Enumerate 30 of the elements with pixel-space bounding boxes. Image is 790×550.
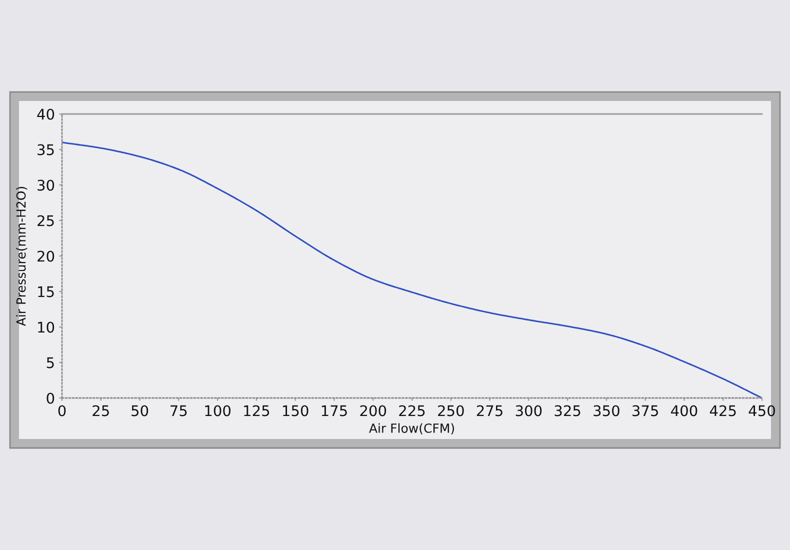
x-tick-label: 125: [244, 405, 270, 416]
y-tick-label: 20: [38, 250, 54, 262]
x-tick-label: 350: [594, 405, 620, 416]
x-tick-label: 325: [554, 405, 580, 416]
y-tick-label: 15: [38, 286, 54, 298]
x-tick-label: 425: [710, 405, 736, 416]
y-tick-label: 30: [38, 180, 54, 191]
x-axis-title: Air Flow(CFM): [369, 423, 454, 434]
x-tick-label: 375: [632, 405, 658, 416]
x-tick-label: 275: [476, 405, 502, 416]
y-tick-label: 10: [38, 322, 54, 333]
x-tick-label: 250: [438, 405, 464, 416]
x-tick-label: 175: [322, 405, 347, 416]
y-tick-label: 0: [46, 392, 54, 404]
y-axis-title: Air Pressure(mm-H2O): [16, 186, 28, 326]
x-tick-label: 200: [360, 405, 386, 416]
y-tick-label: 35: [38, 144, 54, 156]
x-tick-label: 75: [170, 405, 187, 416]
x-tick-label: 300: [516, 405, 542, 416]
x-tick-label: 400: [671, 405, 698, 416]
y-tick-label: 5: [46, 357, 54, 368]
x-tick-label: 0: [58, 405, 66, 416]
x-tick-label: 100: [205, 405, 231, 416]
x-tick-label: 225: [399, 405, 425, 416]
y-tick-label: 25: [38, 215, 54, 226]
x-tick-label: 150: [283, 405, 308, 416]
y-tick-label: 40: [37, 108, 54, 120]
x-tick-label: 50: [132, 405, 148, 416]
x-tick-label: 25: [92, 405, 109, 416]
x-tick-label: 450: [748, 405, 775, 416]
